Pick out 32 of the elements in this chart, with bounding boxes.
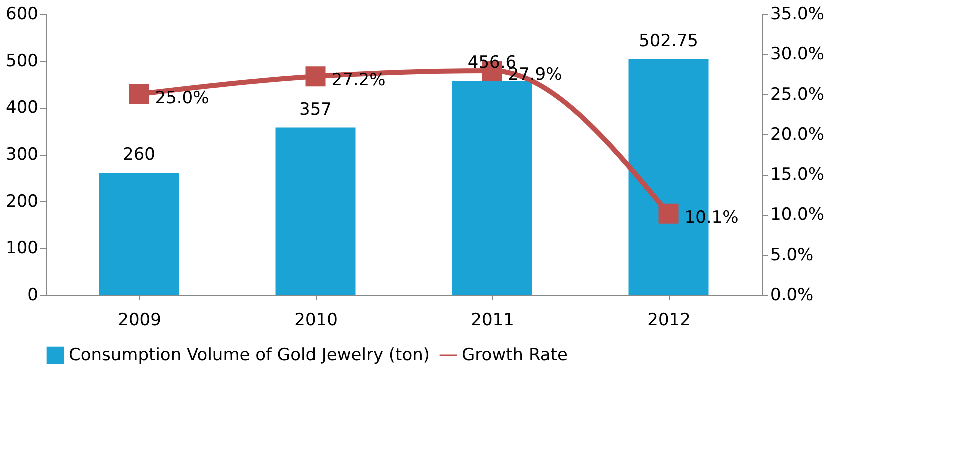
y2-tick-label: 25.0% bbox=[770, 84, 825, 105]
y-tick-label: 200 bbox=[6, 192, 38, 212]
y2-tick-label: 15.0% bbox=[770, 165, 825, 186]
y-tick-label: 300 bbox=[6, 145, 38, 165]
y2-tick-label: 35.0% bbox=[770, 4, 825, 24]
bar bbox=[452, 81, 532, 295]
y-tick-label: 600 bbox=[6, 4, 38, 24]
point bbox=[129, 84, 150, 104]
x-tick-label: 2011 bbox=[471, 310, 514, 330]
data-label: 260 bbox=[123, 145, 156, 166]
data-label: 502.75 bbox=[639, 32, 698, 52]
point bbox=[306, 66, 326, 87]
x-tick-label: 2010 bbox=[294, 310, 338, 330]
y-tick-label: 100 bbox=[6, 238, 38, 259]
legend-label: Growth Rate bbox=[462, 346, 568, 366]
legend-label: Consumption Volume of Gold Jewelry (ton) bbox=[69, 346, 430, 366]
y-tick-label: 500 bbox=[6, 51, 38, 72]
y2-tick-label: 30.0% bbox=[770, 44, 825, 65]
y-tick-label: 400 bbox=[6, 98, 38, 118]
point bbox=[658, 204, 679, 224]
x-tick-label: 2012 bbox=[648, 310, 691, 330]
y2-tick-label: 20.0% bbox=[770, 124, 825, 145]
y2-tick-label: 0.0% bbox=[770, 286, 814, 306]
data-label: 27.2% bbox=[332, 70, 386, 91]
y2-tick-label: 5.0% bbox=[770, 245, 814, 266]
data-label: 25.0% bbox=[155, 88, 210, 108]
y2-tick-label: 10.0% bbox=[770, 205, 825, 226]
bar bbox=[99, 173, 180, 295]
bar bbox=[276, 128, 356, 295]
x-tick-label: 2009 bbox=[118, 310, 162, 330]
data-label: 357 bbox=[300, 100, 332, 120]
y-tick-label: 0 bbox=[28, 286, 38, 306]
